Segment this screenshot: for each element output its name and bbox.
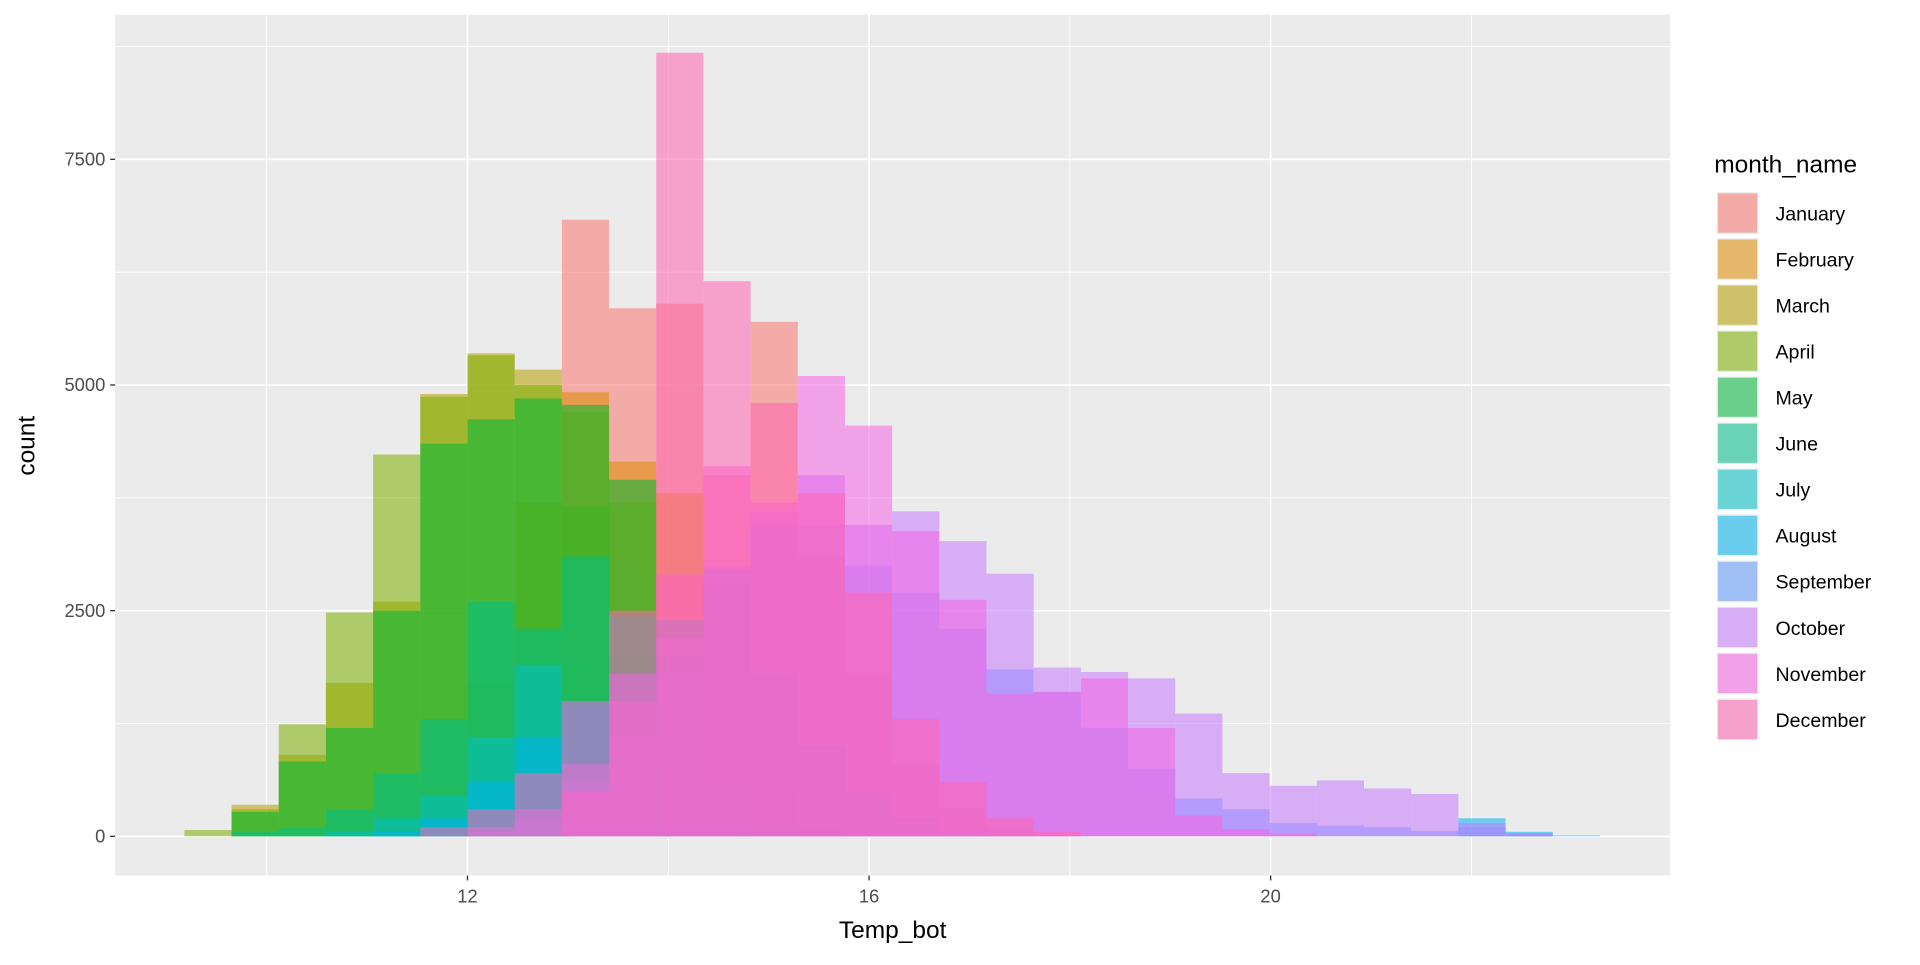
histogram-bar <box>797 493 845 837</box>
legend-title: month_name <box>1714 152 1857 179</box>
histogram-bar <box>1080 678 1129 837</box>
legend-key <box>1717 423 1758 463</box>
histogram-bar <box>1505 833 1553 837</box>
legend-key <box>1717 239 1758 279</box>
legend-label: October <box>1776 618 1846 640</box>
histogram-bar <box>1175 815 1223 837</box>
histogram-bar <box>986 818 1034 837</box>
legend-label: April <box>1776 342 1815 364</box>
histogram-bar <box>939 782 987 837</box>
legend-key <box>1717 331 1758 371</box>
histogram-bar <box>1222 829 1270 837</box>
legend-label: December <box>1776 710 1867 732</box>
legend-label: February <box>1776 249 1855 271</box>
legend-key <box>1717 653 1758 694</box>
histogram-bar <box>325 831 374 837</box>
histogram-bar <box>986 693 1034 837</box>
histogram-bar <box>373 831 421 837</box>
histogram-bar <box>1222 773 1270 837</box>
legend-key <box>1717 193 1758 233</box>
legend-label: July <box>1776 480 1811 502</box>
histogram-bar <box>1458 822 1506 837</box>
legend-label: November <box>1776 664 1867 686</box>
histogram-bar <box>467 809 515 837</box>
y-tick-label: 2500 <box>64 600 105 621</box>
y-tick-label: 0 <box>95 825 105 846</box>
histogram-bar <box>184 830 232 837</box>
legend-key <box>1717 285 1758 325</box>
legend-label: August <box>1776 526 1838 548</box>
histogram-bar <box>1364 788 1412 837</box>
legend-key <box>1717 515 1758 555</box>
histogram-bar <box>844 592 893 837</box>
legend-label: January <box>1776 203 1846 225</box>
histogram-bar <box>231 831 279 837</box>
legend-key <box>1717 377 1758 417</box>
histogram-bar <box>278 827 326 837</box>
legend-key <box>1717 607 1758 648</box>
histogram-bar <box>420 827 468 837</box>
histogram-bar <box>1411 793 1459 837</box>
histogram-bar <box>1269 833 1317 837</box>
histogram-bar <box>656 52 704 837</box>
histogram-bar <box>1033 831 1081 837</box>
histogram-bar <box>1269 785 1317 837</box>
histogram-bar <box>703 281 751 837</box>
histogram-bar <box>1033 691 1081 837</box>
histogram-bar <box>1128 728 1176 837</box>
legend-key <box>1717 561 1758 601</box>
histogram-bar <box>278 761 326 837</box>
legend-label: June <box>1776 434 1819 456</box>
y-axis-title: count <box>13 416 40 476</box>
x-tick-label: 12 <box>457 885 477 906</box>
x-tick-label: 16 <box>859 885 879 906</box>
legend-label: March <box>1776 295 1830 317</box>
histogram-bar <box>561 700 610 837</box>
legend-label: September <box>1776 572 1872 594</box>
histogram-bar <box>609 610 657 837</box>
legend-label: May <box>1776 388 1813 410</box>
y-tick-label: 7500 <box>64 148 105 169</box>
y-tick-label: 5000 <box>64 374 105 395</box>
x-tick-label: 20 <box>1260 885 1280 906</box>
legend-key <box>1717 699 1758 740</box>
histogram-bar <box>1552 835 1600 837</box>
histogram-bar <box>1316 780 1365 837</box>
histogram-bar <box>892 718 940 837</box>
histogram-bar <box>514 773 562 837</box>
histogram-bar <box>750 403 798 837</box>
x-axis-title: Temp_bot <box>839 917 947 944</box>
legend-key <box>1717 469 1758 509</box>
